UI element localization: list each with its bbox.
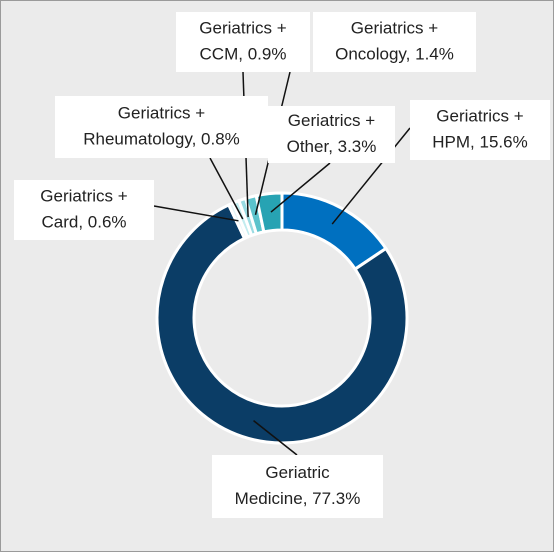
data-label: Geriatrics + (40, 186, 127, 205)
donut-slice (254, 191, 284, 234)
data-label: Oncology, 1.4% (335, 44, 454, 63)
label-box (55, 96, 268, 158)
data-label: Geriatrics + (118, 103, 205, 122)
data-label: HPM, 15.6% (432, 132, 527, 151)
label-box (14, 180, 154, 240)
leader-line (253, 420, 298, 456)
data-label: Medicine, 77.3% (235, 489, 361, 508)
label-box (313, 12, 476, 72)
data-label: Other, 3.3% (287, 137, 377, 156)
label-box (410, 100, 550, 160)
data-label: Card, 0.6% (41, 212, 126, 231)
data-label: Rheumatology, 0.8% (83, 129, 240, 148)
data-label: Geriatrics + (199, 18, 286, 37)
label-box (176, 12, 310, 72)
data-label: Geriatrics + (351, 18, 438, 37)
label-box (268, 106, 395, 163)
data-label: Geriatric (265, 463, 330, 482)
data-label: Geriatrics + (288, 111, 375, 130)
data-label: Geriatrics + (436, 106, 523, 125)
label-box (212, 455, 383, 518)
leader-line (153, 205, 239, 222)
leader-line (209, 157, 244, 220)
leader-line (331, 127, 411, 225)
leader-line (270, 162, 331, 213)
donut-slice (155, 202, 409, 445)
data-label: CCM, 0.9% (200, 44, 287, 63)
